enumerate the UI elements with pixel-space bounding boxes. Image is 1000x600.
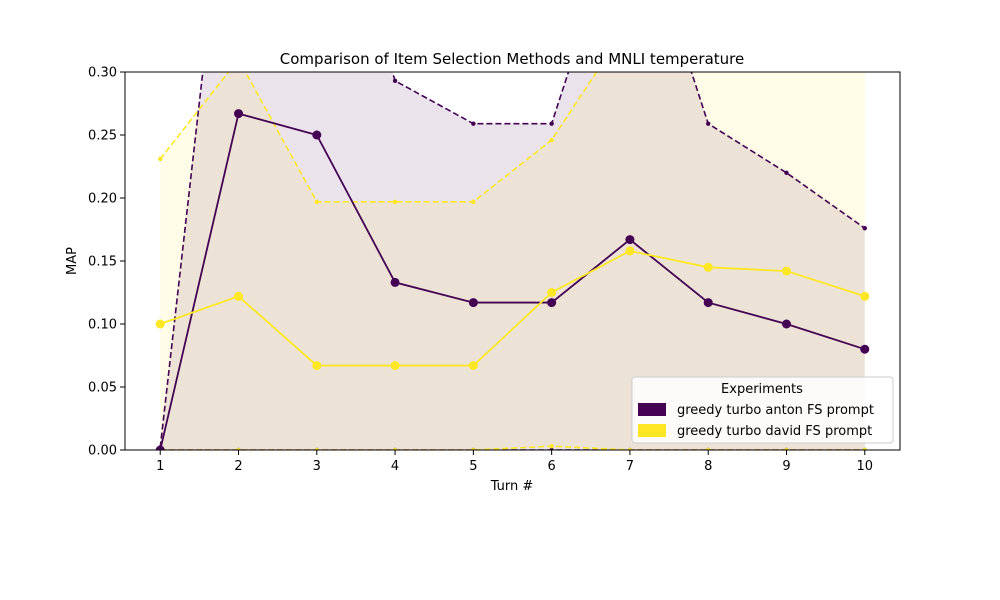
series-2-upper-point bbox=[314, 199, 319, 204]
series-2-lower-point bbox=[471, 447, 476, 450]
chart-title: Comparison of Item Selection Methods and… bbox=[280, 50, 744, 68]
series-2-upper-point bbox=[392, 199, 398, 204]
series-2-lower-point bbox=[314, 447, 319, 450]
series-1-point bbox=[547, 298, 557, 308]
series-2-point bbox=[860, 291, 870, 301]
series-1-line bbox=[159, 112, 866, 450]
series-1-lower-point bbox=[549, 447, 554, 450]
series-1-band bbox=[160, 72, 865, 450]
series-1-point bbox=[390, 277, 400, 287]
series-2-lower-point bbox=[549, 444, 554, 449]
series-2-upper-point bbox=[158, 156, 163, 162]
series-2-lower-point bbox=[862, 447, 867, 450]
series-1-point bbox=[234, 109, 244, 119]
series-2-point bbox=[468, 361, 478, 371]
series-2-upper-point bbox=[549, 137, 554, 143]
legend-entry-label: greedy turbo anton FS prompt bbox=[677, 403, 874, 418]
x-tick-label: 8 bbox=[704, 459, 712, 474]
x-tick-label: 9 bbox=[782, 459, 790, 474]
series-2-lower-point bbox=[236, 447, 241, 450]
series-1-upper-point bbox=[549, 121, 554, 126]
x-axis-label: Turn # bbox=[490, 479, 534, 494]
series-2-upper-point bbox=[706, 19, 710, 23]
x-tick-label: 5 bbox=[469, 459, 477, 474]
series-2-band bbox=[160, 72, 865, 450]
series-2-lower-point bbox=[627, 447, 633, 450]
x-tick-label: 7 bbox=[626, 459, 634, 474]
legend-title: Experiments bbox=[721, 382, 803, 397]
series-1-upper-point bbox=[471, 121, 476, 126]
series-2-upper-point bbox=[471, 199, 476, 204]
series-2-point bbox=[155, 319, 165, 329]
series-1-point bbox=[781, 319, 791, 329]
series-1-upper-point bbox=[706, 121, 711, 126]
series-2-lower-line bbox=[160, 445, 865, 450]
y-tick-label: 0.25 bbox=[88, 129, 117, 144]
series-1-upper-point bbox=[862, 226, 867, 231]
legend: Experiments greedy turbo anton FS prompt… bbox=[631, 376, 894, 444]
series-1-point bbox=[860, 344, 870, 354]
series-2-upper-point bbox=[236, 57, 240, 61]
series-2-point bbox=[312, 361, 322, 371]
series-1-point bbox=[155, 445, 165, 450]
series-1-upper-point bbox=[784, 170, 789, 175]
series-2-point bbox=[390, 361, 400, 371]
series-2-upper-point bbox=[863, 19, 867, 23]
series-2-upper-line bbox=[159, 72, 598, 203]
series-1-point bbox=[312, 130, 322, 140]
series-2-point bbox=[781, 266, 791, 276]
series-1-point bbox=[468, 298, 478, 308]
x-tick-label: 10 bbox=[856, 459, 873, 474]
legend-swatch bbox=[638, 403, 666, 416]
y-tick-label: 0.00 bbox=[88, 444, 117, 459]
series-2-point bbox=[703, 262, 713, 272]
legend-swatch bbox=[638, 424, 666, 437]
y-axis-label: MAP bbox=[65, 247, 80, 275]
series-1-point bbox=[703, 298, 713, 308]
series-2-upper-point bbox=[628, 19, 632, 23]
series-2-lower-point bbox=[784, 447, 789, 450]
legend-entry-label: greedy turbo david FS prompt bbox=[677, 424, 872, 439]
x-tick-label: 6 bbox=[548, 459, 556, 474]
x-tick-label: 3 bbox=[313, 459, 321, 474]
series-2-point bbox=[234, 291, 244, 301]
series-1-point bbox=[625, 235, 635, 245]
series-1-upper-point bbox=[392, 78, 398, 84]
y-tick-label: 0.10 bbox=[88, 318, 117, 333]
series-2-lower-point bbox=[706, 447, 711, 450]
series-2-point bbox=[547, 288, 557, 297]
series-2-line bbox=[159, 249, 866, 367]
y-tick-label: 0.30 bbox=[88, 66, 117, 81]
y-tick-label: 0.20 bbox=[88, 192, 117, 207]
series-2-upper-point bbox=[784, 19, 788, 23]
y-tick-label: 0.05 bbox=[88, 381, 117, 396]
series-2-lower-point bbox=[392, 447, 398, 450]
legend-box bbox=[631, 376, 894, 444]
x-tick-label: 1 bbox=[156, 459, 164, 474]
x-tick-label: 4 bbox=[391, 459, 399, 474]
series-2-point bbox=[625, 246, 635, 256]
x-tick-label: 2 bbox=[234, 459, 242, 474]
series-1-upper-line bbox=[159, 72, 866, 448]
y-tick-label: 0.15 bbox=[88, 255, 117, 270]
